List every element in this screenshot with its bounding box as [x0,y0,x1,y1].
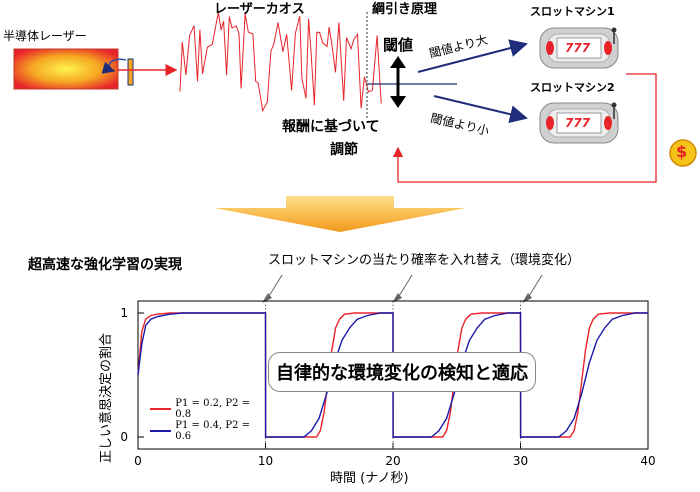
slot-machine-1-label: スロットマシン1 [530,5,615,18]
x-tick-label-1: 10 [258,454,273,468]
slot-machine-2-label: スロットマシン2 [530,81,615,94]
detection-annotation: 自律的な環境変化の検知と適応 [268,352,536,392]
x-tick-label-3: 30 [513,454,528,468]
feedback-arrow [101,58,127,74]
reward-feedback-line [392,73,657,183]
legend-swatch-red [150,408,172,410]
x-axis-label: 時間 (ナノ秒) [330,471,409,486]
detection-annotation-text: 自律的な環境変化の検知と適応 [276,363,528,384]
arrow-to-slot2 [433,95,528,124]
y-tick-label-1: 1 [120,306,128,320]
slot-machine-1-reels: 777 [565,41,591,55]
decision-rate-chart: 0 10 20 30 40 0 1 [120,300,656,468]
chart-legend: P1 = 0.2, P2 = 0.8 P1 = 0.4, P2 = 0.6 [150,394,266,442]
slot-machine-2-reels: 777 [565,116,591,130]
y-axis-label: 正しい意思決定の割合 [99,332,114,463]
arrow-to-slot1 [417,39,528,73]
reward-adjust-label-line2: 調節 [330,142,358,158]
threshold-label: 閾値 [383,36,414,54]
legend-label-blue: P1 = 0.4, P2 = 0.6 [175,420,251,442]
x-tick-label-0: 0 [134,454,142,468]
chaos-label: レーザーカオス [214,2,305,17]
chaos-waveform [179,12,382,113]
y-tick-label-0: 0 [120,430,128,444]
tug-of-war-label: 綱引き原理 [372,2,438,17]
x-tick-label-2: 20 [385,454,400,468]
legend-label-red: P1 = 0.2, P2 = 0.8 [175,398,251,420]
section-heading: 超高速な強化学習の実現 [28,257,182,273]
legend-item-red: P1 = 0.2, P2 = 0.8 [150,398,266,420]
slot-machine-2-icon [539,102,619,144]
threshold-adjust-arrow [390,56,406,108]
x-tick-label-4: 40 [640,454,655,468]
reward-coin-icon [669,139,697,167]
legend-item-blue: P1 = 0.4, P2 = 0.6 [150,420,266,442]
transition-arrow [214,196,466,232]
legend-swatch-blue [150,430,172,432]
mirror [127,58,134,86]
swap-note: スロットマシンの当たり確率を入れ替え（環境変化） [268,253,581,268]
reward-adjust-label-line1: 報酬に基づいて [282,119,380,135]
laser-block [13,48,119,90]
series-line-1 [137,312,648,438]
slot-machine-1-icon [539,27,619,69]
laser-label: 半導体レーザー [3,29,87,43]
dollar-symbol: $ [676,142,688,161]
